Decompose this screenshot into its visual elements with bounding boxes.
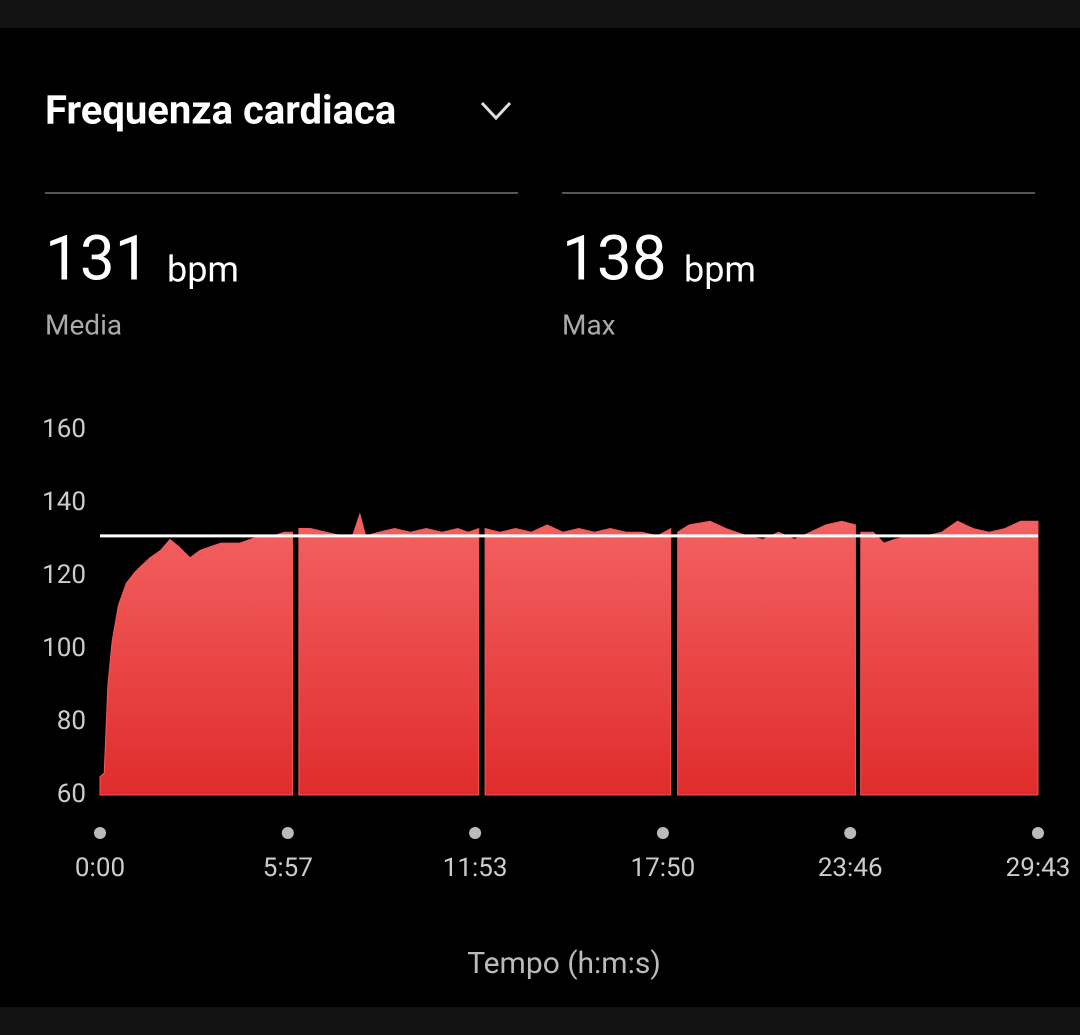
x-tick-label: 0:00 [75,853,125,883]
x-tick-dot [94,827,106,839]
status-bar [0,0,1080,28]
x-tick-label: 23:46 [818,853,883,883]
x-tick-label: 11:53 [443,853,508,883]
title[interactable]: Frequenza cardiaca [45,87,396,134]
stat-unit: bpm [167,249,239,291]
x-tick-dot [844,827,857,839]
y-tick-label: 60 [57,779,86,809]
stat-value: 131 [45,222,150,295]
y-tick-label: 120 [42,560,86,590]
stat-unit: bpm [684,249,756,291]
y-tick-label: 80 [57,706,86,736]
x-tick-dot [656,827,669,839]
x-tick-dot [469,827,482,839]
x-tick-dot [281,827,294,839]
dropdown-chevron[interactable] [480,101,512,121]
x-tick-label: 5:57 [263,853,313,883]
y-tick-label: 160 [42,414,86,444]
bottom-bar [0,1007,1080,1035]
stat-label: Max [562,308,616,341]
stat-value: 138 [562,222,667,295]
x-axis-label: Tempo (h:m:s) [467,946,661,981]
stat-label: Media [45,308,122,341]
y-tick-label: 100 [42,633,86,663]
y-tick-label: 140 [42,487,86,517]
area [99,512,1039,796]
x-tick-dot [1032,827,1044,839]
x-tick-label: 17:50 [631,853,696,883]
x-tick-label: 29:43 [1006,853,1071,883]
